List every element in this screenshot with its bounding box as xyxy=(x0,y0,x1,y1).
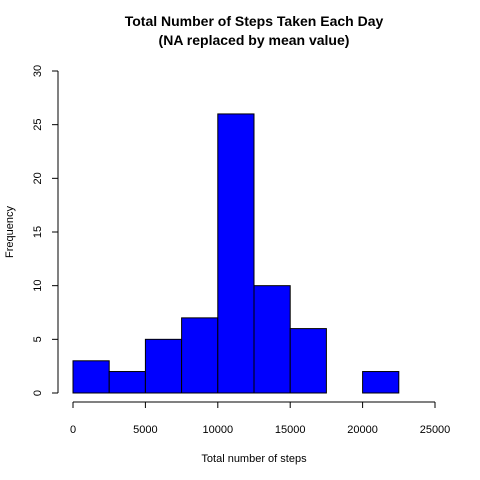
histogram-bar-4 xyxy=(217,113,255,394)
y-tick-label-4: 20 xyxy=(32,172,44,184)
x-axis-label: Total number of steps xyxy=(201,453,307,465)
y-tick-label-6: 30 xyxy=(32,65,44,77)
y-tick-label-1: 5 xyxy=(32,336,44,342)
x-tick-label-0: 0 xyxy=(70,424,76,436)
x-tick-label-4: 20000 xyxy=(347,424,378,436)
x-tick-label-5: 25000 xyxy=(420,424,451,436)
x-tick-label-1: 5000 xyxy=(133,424,157,436)
histogram-bar-6 xyxy=(289,328,327,394)
histogram-bar-0 xyxy=(72,360,110,394)
chart-title: Total Number of Steps Taken Each Day xyxy=(125,13,384,29)
bars-group xyxy=(72,113,400,394)
histogram-bar-5 xyxy=(253,285,291,394)
y-tick-label-2: 10 xyxy=(32,280,44,292)
y-axis-label: Frequency xyxy=(4,206,16,258)
histogram-bar-2 xyxy=(144,338,183,394)
y-axis: 0 5 10 15 20 25 30 xyxy=(32,65,59,396)
y-tick-label-0: 0 xyxy=(32,390,44,396)
histogram-bar-3 xyxy=(181,317,219,394)
chart-subtitle: (NA replaced by mean value) xyxy=(159,32,350,48)
y-tick-label-5: 25 xyxy=(32,119,44,131)
x-tick-label-2: 10000 xyxy=(203,424,234,436)
histogram-bar-8 xyxy=(362,371,400,394)
y-tick-label-3: 15 xyxy=(32,226,44,238)
histogram-bar-1 xyxy=(108,371,146,394)
x-tick-label-3: 15000 xyxy=(275,424,306,436)
x-axis: 0 5000 10000 15000 20000 25000 xyxy=(70,401,451,436)
